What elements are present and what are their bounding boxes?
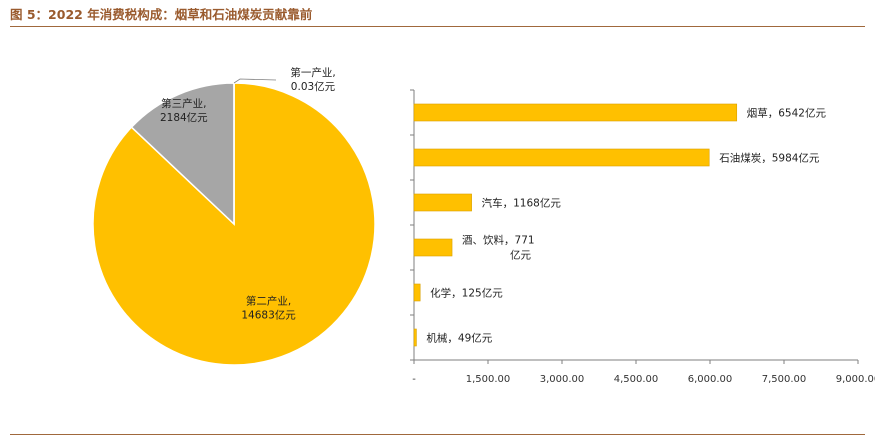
bar xyxy=(413,148,710,167)
x-tick-label: 9,000.00 xyxy=(836,374,875,385)
figure-title: 图 5：2022 年消费税构成：烟草和石油煤炭贡献靠前 xyxy=(10,7,313,22)
x-tick-label: 7,500.00 xyxy=(762,374,807,385)
x-tick-label: 6,000.00 xyxy=(688,374,733,385)
x-tick-label: 4,500.00 xyxy=(614,374,659,385)
bar-data-label: 化学，125亿元 xyxy=(430,287,503,300)
pie-slice xyxy=(130,82,235,226)
x-tick-label: 1,500.00 xyxy=(466,374,511,385)
bottom-divider xyxy=(10,434,865,435)
bar-data-label: 石油煤炭，5984亿元 xyxy=(719,152,820,165)
bar-data-label: 烟草，6542亿元 xyxy=(747,107,827,120)
title-divider xyxy=(10,26,865,27)
bar-chart: - 1,500.00 3,000.00 4,500.00 6,000.00 7,500.0… xyxy=(410,89,875,385)
bar xyxy=(413,193,472,212)
pie-chart: 第二产业, 14683亿元 第三产业, 2184亿元 第一产业, 0.03亿元 xyxy=(92,66,376,366)
bar-data-label: 机械，49亿元 xyxy=(426,332,492,345)
bar xyxy=(413,283,421,302)
x-tick-label: 3,000.00 xyxy=(540,374,585,385)
pie-slice-label: 第一产业, 0.03亿元 xyxy=(290,66,335,93)
bar xyxy=(413,328,417,347)
bar-data-label: 汽车，1168亿元 xyxy=(482,197,562,210)
pie-slice-label: 第二产业, 14683亿元 xyxy=(241,294,296,321)
bar xyxy=(413,103,738,122)
bar xyxy=(413,238,453,257)
bar-data-label: 酒、饮料，771 亿元 xyxy=(462,234,535,262)
x-tick-label: - xyxy=(412,374,416,385)
pie-leader-line xyxy=(233,78,277,84)
pie-slice-label: 第三产业, 2184亿元 xyxy=(160,97,208,124)
